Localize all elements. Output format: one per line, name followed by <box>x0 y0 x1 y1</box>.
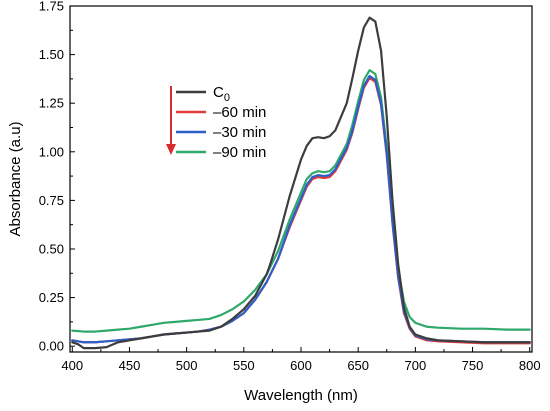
legend: C0–60 min –30 min –90 min <box>166 84 266 161</box>
series-line-1 <box>71 76 531 345</box>
y-tick-label: 1.00 <box>39 144 64 159</box>
y-tick-label: 0.00 <box>39 339 64 354</box>
x-tick-label: 450 <box>119 358 141 373</box>
series-line-0 <box>71 16 531 350</box>
y-tick-label: 1.75 <box>39 0 64 14</box>
y-tick-label: 1.25 <box>39 96 64 111</box>
x-tick-label: 400 <box>61 358 83 373</box>
x-axis-title: Wavelength (nm) <box>244 387 358 404</box>
x-tick-label: 650 <box>347 358 369 373</box>
x-tick-label: 500 <box>176 358 198 373</box>
series-line-2 <box>71 74 531 344</box>
y-axis-title: Absorbance (a.u) <box>7 121 24 236</box>
y-tick-label: 0.25 <box>39 290 64 305</box>
x-tick-label: 750 <box>462 358 484 373</box>
x-tick-label: 800 <box>519 358 541 373</box>
y-tick-label: 0.50 <box>39 241 64 256</box>
x-tick-label: 700 <box>405 358 427 373</box>
x-tick-label: 600 <box>290 358 312 373</box>
y-axis-ticks: 0.00 0.25 0.50 0.75 1.00 1.25 1.50 1.75 <box>39 0 75 354</box>
y-tick-label: 0.75 <box>39 193 64 208</box>
series-line-3 <box>71 69 531 333</box>
y-tick-label: 1.50 <box>39 47 64 62</box>
legend-label-3: –90 min <box>213 144 266 161</box>
legend-label-1: –60 min <box>213 104 266 121</box>
x-tick-label: 550 <box>233 358 255 373</box>
legend-arrow-head <box>166 144 176 155</box>
legend-label-2: –30 min <box>213 124 266 141</box>
plot-frame <box>69 5 533 353</box>
legend-label-0: C0 <box>213 84 230 104</box>
series-group <box>71 16 531 350</box>
x-axis-ticks: 400 450 500 550 600 650 700 750 800 <box>61 347 541 373</box>
